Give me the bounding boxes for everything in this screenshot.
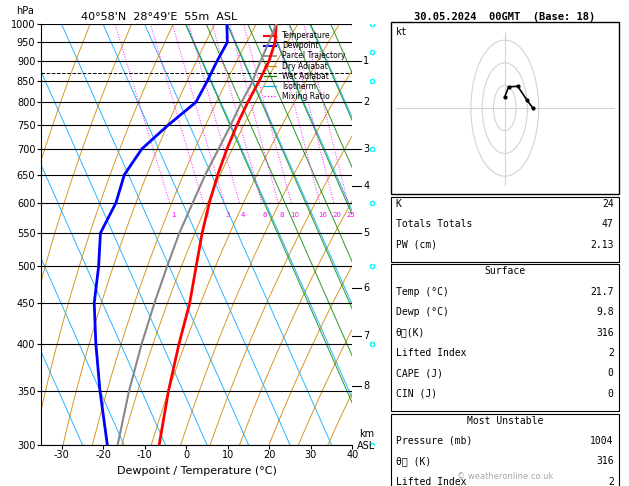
Bar (391, 22, 618, 194)
Bar (391, 197, 618, 262)
Text: kt: kt (396, 27, 408, 37)
Text: Dewp (°C): Dewp (°C) (396, 307, 448, 317)
Text: 8: 8 (364, 381, 369, 391)
Text: Pressure (mb): Pressure (mb) (396, 436, 472, 446)
Text: 8: 8 (279, 211, 284, 218)
Text: 316: 316 (596, 328, 614, 338)
Text: θᴇ(K): θᴇ(K) (396, 328, 425, 338)
Text: 16: 16 (318, 211, 327, 218)
Bar (391, 414, 618, 486)
Text: 9.8: 9.8 (596, 307, 614, 317)
Text: Surface: Surface (484, 266, 525, 277)
Text: CIN (J): CIN (J) (396, 389, 437, 399)
Text: 3: 3 (225, 211, 230, 218)
Text: 2: 2 (364, 97, 369, 107)
Text: 30.05.2024  00GMT  (Base: 18): 30.05.2024 00GMT (Base: 18) (414, 12, 596, 22)
Text: 1: 1 (364, 56, 369, 66)
Legend: Temperature, Dewpoint, Parcel Trajectory, Dry Adiabat, Wet Adiabat, Isotherm, Mi: Temperature, Dewpoint, Parcel Trajectory… (261, 28, 348, 104)
Text: 2: 2 (608, 348, 614, 358)
Text: © weatheronline.co.uk: © weatheronline.co.uk (457, 472, 553, 481)
Text: 6: 6 (364, 283, 369, 293)
Text: Lifted Index: Lifted Index (396, 348, 466, 358)
Text: K: K (396, 199, 402, 209)
Text: 1004: 1004 (590, 436, 614, 446)
Text: 47: 47 (602, 219, 614, 229)
Title: 40°58'N  28°49'E  55m  ASL: 40°58'N 28°49'E 55m ASL (81, 12, 237, 22)
Text: Lifted Index: Lifted Index (396, 477, 466, 486)
Text: 316: 316 (596, 456, 614, 467)
Text: km
ASL: km ASL (357, 430, 376, 451)
Text: Most Unstable: Most Unstable (467, 416, 543, 426)
Text: 6: 6 (263, 211, 267, 218)
Text: PW (cm): PW (cm) (396, 240, 437, 250)
Text: 0: 0 (608, 389, 614, 399)
Text: θᴇ (K): θᴇ (K) (396, 456, 431, 467)
Text: 25: 25 (347, 211, 355, 218)
Bar (391, 264, 618, 411)
X-axis label: Dewpoint / Temperature (°C): Dewpoint / Temperature (°C) (116, 466, 277, 476)
Text: 2.13: 2.13 (590, 240, 614, 250)
Text: 2: 2 (204, 211, 209, 218)
Text: 5: 5 (364, 228, 369, 238)
Text: 4: 4 (241, 211, 245, 218)
Text: 10: 10 (290, 211, 299, 218)
Text: 24: 24 (602, 199, 614, 209)
Text: Totals Totals: Totals Totals (396, 219, 472, 229)
Text: 2: 2 (608, 477, 614, 486)
Text: CAPE (J): CAPE (J) (396, 368, 443, 379)
Text: 0: 0 (608, 368, 614, 379)
Text: Temp (°C): Temp (°C) (396, 287, 448, 297)
Text: 4: 4 (364, 181, 369, 191)
Text: 1: 1 (171, 211, 175, 218)
Text: 21.7: 21.7 (590, 287, 614, 297)
Text: 3: 3 (364, 144, 369, 154)
Text: 7: 7 (364, 330, 369, 341)
Text: 20: 20 (332, 211, 341, 218)
Text: hPa: hPa (16, 6, 34, 16)
